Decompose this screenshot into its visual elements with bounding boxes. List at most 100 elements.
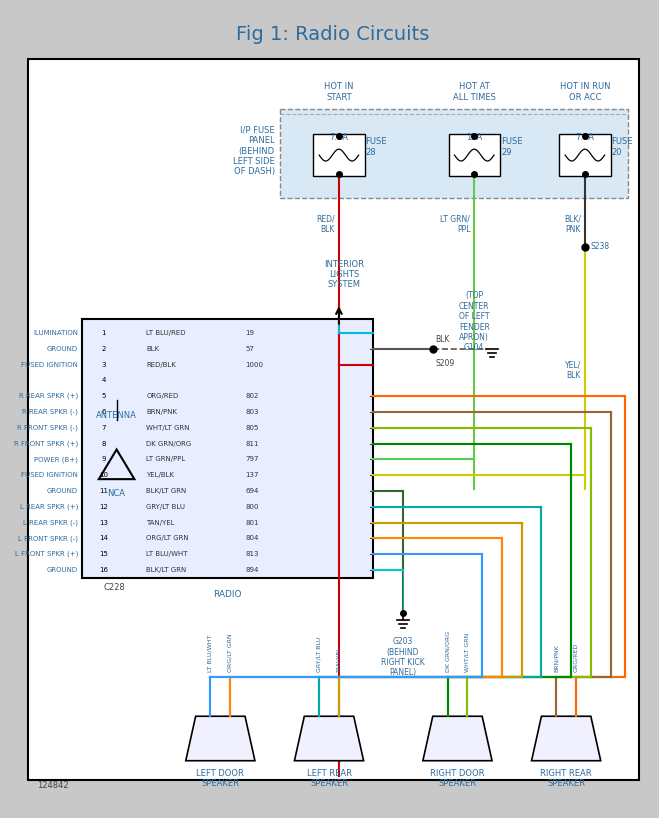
Text: L REAR SPKR (-): L REAR SPKR (-) xyxy=(23,519,78,526)
Text: RED/
BLK: RED/ BLK xyxy=(316,214,335,234)
Text: L FRONT SPKR (+): L FRONT SPKR (+) xyxy=(14,551,78,558)
Text: 800: 800 xyxy=(245,504,258,510)
Polygon shape xyxy=(532,717,601,761)
Text: LT GRN/
PPL: LT GRN/ PPL xyxy=(440,214,471,234)
Text: ILUMINATION: ILUMINATION xyxy=(33,330,78,336)
Text: 694: 694 xyxy=(245,488,258,494)
Text: 7: 7 xyxy=(101,425,106,431)
FancyBboxPatch shape xyxy=(28,59,639,780)
Text: 7.5A: 7.5A xyxy=(330,133,349,142)
Text: ORG/RED: ORG/RED xyxy=(146,393,179,399)
Text: TAN/YEL: TAN/YEL xyxy=(146,519,175,526)
Text: 7.5A: 7.5A xyxy=(575,133,594,142)
Text: 802: 802 xyxy=(245,393,258,399)
Text: GROUND: GROUND xyxy=(47,567,78,573)
Text: 801: 801 xyxy=(245,519,258,526)
FancyBboxPatch shape xyxy=(82,319,374,578)
Polygon shape xyxy=(423,717,492,761)
Polygon shape xyxy=(186,717,255,761)
Text: 6: 6 xyxy=(101,409,106,415)
Text: GROUND: GROUND xyxy=(47,488,78,494)
Text: 124842: 124842 xyxy=(38,781,69,790)
Text: NCA: NCA xyxy=(107,489,126,498)
Text: YEL/
BLK: YEL/ BLK xyxy=(565,361,581,380)
Text: GRY/LT BLU: GRY/LT BLU xyxy=(316,636,322,672)
Text: R REAR SPKR (+): R REAR SPKR (+) xyxy=(19,393,78,399)
Text: ANTENNA: ANTENNA xyxy=(96,411,137,420)
Text: 811: 811 xyxy=(245,441,258,447)
Text: DK GRN/ORG: DK GRN/ORG xyxy=(146,441,192,447)
Text: (TOP
CENTER
OF LEFT
FENDER
APRON)
G104: (TOP CENTER OF LEFT FENDER APRON) G104 xyxy=(459,291,490,353)
Text: 12: 12 xyxy=(100,504,108,510)
Text: S238: S238 xyxy=(591,242,610,251)
FancyBboxPatch shape xyxy=(279,109,629,198)
Text: R FRONT SPKR (+): R FRONT SPKR (+) xyxy=(14,440,78,447)
Text: 805: 805 xyxy=(245,425,258,431)
Text: 3: 3 xyxy=(101,362,106,367)
Text: 2: 2 xyxy=(101,346,106,352)
Text: R FRONT SPKR (-): R FRONT SPKR (-) xyxy=(17,425,78,431)
FancyBboxPatch shape xyxy=(313,134,364,176)
Text: 4: 4 xyxy=(101,377,106,384)
Text: 137: 137 xyxy=(245,472,258,479)
Text: LEFT DOOR
SPEAKER: LEFT DOOR SPEAKER xyxy=(196,769,244,788)
Text: 11: 11 xyxy=(100,488,108,494)
Text: ORG/RED: ORG/RED xyxy=(573,643,579,672)
Text: WHT/LT GRN: WHT/LT GRN xyxy=(146,425,190,431)
Text: GROUND: GROUND xyxy=(47,346,78,352)
Text: LT BLU/WHT: LT BLU/WHT xyxy=(208,635,213,672)
Text: LT GRN/PPL: LT GRN/PPL xyxy=(146,456,185,462)
Text: 57: 57 xyxy=(245,346,254,352)
Text: LT BLU/RED: LT BLU/RED xyxy=(146,330,186,336)
Text: 15: 15 xyxy=(100,551,108,557)
Text: FUSE
20: FUSE 20 xyxy=(612,137,633,157)
Text: RED/BLK: RED/BLK xyxy=(146,362,176,367)
Text: C228: C228 xyxy=(103,583,125,592)
Text: DK GRN/ORG: DK GRN/ORG xyxy=(445,631,450,672)
Text: BLK/
PNK: BLK/ PNK xyxy=(564,214,581,234)
FancyBboxPatch shape xyxy=(559,134,611,176)
Text: 813: 813 xyxy=(245,551,258,557)
Text: BRN/PNK: BRN/PNK xyxy=(146,409,177,415)
Text: Fig 1: Radio Circuits: Fig 1: Radio Circuits xyxy=(237,25,430,44)
Text: LEFT REAR
SPEAKER: LEFT REAR SPEAKER xyxy=(306,769,351,788)
Polygon shape xyxy=(295,717,364,761)
Text: 9: 9 xyxy=(101,456,106,462)
Text: HOT AT
ALL TIMES: HOT AT ALL TIMES xyxy=(453,83,496,101)
Text: S209: S209 xyxy=(436,358,455,367)
Text: ORG/LT GRN: ORG/LT GRN xyxy=(228,633,233,672)
Text: FUSED IGNITION: FUSED IGNITION xyxy=(21,362,78,367)
Text: R REAR SPKR (-): R REAR SPKR (-) xyxy=(22,409,78,416)
Text: BLK/LT GRN: BLK/LT GRN xyxy=(146,567,186,573)
Text: FUSE
29: FUSE 29 xyxy=(501,137,523,157)
FancyBboxPatch shape xyxy=(449,134,500,176)
Text: HOT IN RUN
OR ACC: HOT IN RUN OR ACC xyxy=(559,83,610,101)
Text: INTERIOR
LIGHTS
SYSTEM: INTERIOR LIGHTS SYSTEM xyxy=(324,259,364,290)
Text: BRN/PNK: BRN/PNK xyxy=(554,644,559,672)
Text: RIGHT REAR
SPEAKER: RIGHT REAR SPEAKER xyxy=(540,769,592,788)
Text: ORG/LT GRN: ORG/LT GRN xyxy=(146,536,189,542)
Text: 804: 804 xyxy=(245,536,258,542)
Text: 797: 797 xyxy=(245,456,258,462)
Text: 803: 803 xyxy=(245,409,258,415)
Text: 13: 13 xyxy=(100,519,108,526)
Text: I/P FUSE
PANEL
(BEHIND
LEFT SIDE
OF DASH): I/P FUSE PANEL (BEHIND LEFT SIDE OF DASH… xyxy=(233,126,275,177)
Text: TAN/YEL: TAN/YEL xyxy=(336,646,341,672)
Text: L FRONT SPKR (-): L FRONT SPKR (-) xyxy=(18,535,78,542)
Text: 14: 14 xyxy=(100,536,108,542)
Text: HOT IN
START: HOT IN START xyxy=(324,83,354,101)
Text: BLK: BLK xyxy=(436,335,450,344)
Text: G203
(BEHIND
RIGHT KICK
PANEL): G203 (BEHIND RIGHT KICK PANEL) xyxy=(382,637,425,677)
Text: 894: 894 xyxy=(245,567,258,573)
Text: POWER (B+): POWER (B+) xyxy=(34,456,78,463)
Text: FUSED IGNITION: FUSED IGNITION xyxy=(21,472,78,479)
Text: 8: 8 xyxy=(101,441,106,447)
Text: 1000: 1000 xyxy=(245,362,263,367)
Text: GRY/LT BLU: GRY/LT BLU xyxy=(146,504,185,510)
Text: 10: 10 xyxy=(100,472,108,479)
Text: BLK/LT GRN: BLK/LT GRN xyxy=(146,488,186,494)
Text: RIGHT DOOR
SPEAKER: RIGHT DOOR SPEAKER xyxy=(430,769,485,788)
Text: L REAR SPKR (+): L REAR SPKR (+) xyxy=(20,504,78,510)
Text: BLK: BLK xyxy=(146,346,159,352)
Text: FUSE
28: FUSE 28 xyxy=(366,137,387,157)
